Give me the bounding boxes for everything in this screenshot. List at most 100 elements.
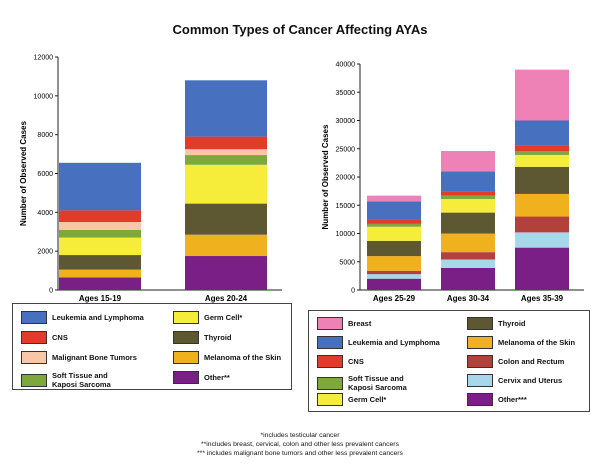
bar-segment-melanoma-of-the-skin-ages-25-29 [367, 256, 421, 271]
legend-label: Thyroid [498, 319, 526, 328]
bar-segment-germ-cell-ages-15-19 [59, 237, 141, 256]
legend-label: Colon and Rectum [498, 357, 565, 366]
legend-swatch [173, 351, 199, 364]
bar-segment-soft-tissue-and-kaposi-sarcoma-ages-30-34 [441, 195, 495, 200]
bar-segment-breast-ages-35-39 [515, 69, 569, 121]
y-tick-label: 8000 [37, 132, 53, 139]
y-tick-label: 30000 [336, 118, 356, 125]
y-axis-label: Number of Observed Cases [321, 124, 330, 229]
bar-segment-colon-and-rectum-ages-25-29 [367, 270, 421, 275]
legend-swatch [317, 355, 343, 368]
y-tick-label: 4000 [37, 210, 53, 217]
y-tick-label: 10000 [336, 231, 356, 238]
legend-item-germ-cell: Germ Cell* [173, 311, 242, 324]
bar-segment-cns-ages-15-19 [59, 210, 141, 223]
legend-item-leukemia-and-lymphoma: Leukemia and Lymphoma [317, 336, 440, 349]
bar-segment-cns-ages-30-34 [441, 191, 495, 196]
legend-label: Breast [348, 319, 372, 328]
legend-label: Leukemia and Lymphoma [52, 313, 144, 322]
bar-segment-melanoma-of-the-skin-ages-35-39 [515, 193, 569, 217]
legend-ages-15-24: Leukemia and Lymphoma Germ Cell* CNS Thyroi… [12, 303, 292, 390]
bar-segment-thyroid-ages-25-29 [367, 240, 421, 257]
legend-swatch [21, 311, 47, 324]
bar-segment-melanoma-of-the-skin-ages-30-34 [441, 233, 495, 253]
legend-item-melanoma-of-the-skin: Melanoma of the Skin [467, 336, 575, 349]
legend-label: Melanoma of the Skin [498, 338, 576, 347]
legend-label: Cervix and Uterus [498, 376, 563, 385]
legend-ages-25-39: Breast Thyroid Leukemia and Lymphoma Melano… [308, 310, 590, 412]
bar-segment-breast-ages-30-34 [441, 151, 495, 172]
x-tick-label-ages-25-29: Ages 25-29 [373, 294, 416, 303]
legend-label: Germ Cell* [348, 395, 387, 404]
legend-label: Melanoma of the Skin [204, 353, 282, 362]
bar-segment-thyroid-ages-30-34 [441, 212, 495, 234]
y-tick-label: 6000 [37, 171, 53, 178]
bar-segment-cervix-and-uterus-ages-25-29 [367, 274, 421, 279]
footnote-2: **includes breast, cervical, colon and o… [201, 441, 399, 448]
bar-segment-thyroid-ages-15-19 [59, 255, 141, 270]
legend-item-thyroid: Thyroid [467, 317, 526, 330]
bar-segment-germ-cell-ages-30-34 [441, 199, 495, 213]
legend-item-soft-tissue-and-kaposi-sarcoma: Soft Tissue and Kaposi Sarcoma [21, 371, 111, 389]
bar-segment-soft-tissue-and-kaposi-sarcoma-ages-20-24 [185, 155, 267, 165]
legend-swatch [467, 355, 493, 368]
legend-item-other: Other*** [467, 393, 527, 406]
y-tick-label: 0 [351, 288, 355, 295]
bar-segment-leukemia-and-lymphoma-ages-20-24 [185, 80, 267, 137]
legend-label: Other** [204, 373, 230, 382]
legend-label: Germ Cell* [204, 313, 243, 322]
legend-item-other: Other** [173, 371, 230, 384]
bar-segment-malignant-bone-tumors-ages-20-24 [185, 149, 267, 156]
legend-label: CNS [52, 333, 68, 342]
x-tick-label-ages-30-34: Ages 30-34 [447, 294, 490, 303]
bar-segment-other-ages-20-24 [185, 256, 267, 290]
bar-segment-leukemia-and-lymphoma-ages-35-39 [515, 120, 569, 146]
legend-item-cns: CNS [21, 331, 68, 344]
legend-swatch [467, 317, 493, 330]
bar-segment-leukemia-and-lymphoma-ages-25-29 [367, 201, 421, 220]
legend-swatch [173, 371, 199, 384]
legend-swatch [317, 336, 343, 349]
legend-label: Other*** [498, 395, 527, 404]
bar-segment-soft-tissue-and-kaposi-sarcoma-ages-25-29 [367, 223, 421, 227]
legend-label: Soft Tissue and Kaposi Sarcoma [348, 374, 407, 392]
legend-label: Soft Tissue and Kaposi Sarcoma [52, 371, 111, 389]
legend-item-germ-cell: Germ Cell* [317, 393, 386, 406]
legend-item-leukemia-and-lymphoma: Leukemia and Lymphoma [21, 311, 144, 324]
y-tick-label: 15000 [336, 203, 356, 210]
legend-swatch [21, 373, 47, 387]
bar-segment-soft-tissue-and-kaposi-sarcoma-ages-15-19 [59, 229, 141, 238]
bar-segment-germ-cell-ages-25-29 [367, 226, 421, 241]
y-tick-label: 12000 [34, 55, 54, 62]
legend-label: Malignant Bone Tumors [52, 353, 137, 362]
legend-swatch [467, 393, 493, 406]
bar-segment-leukemia-and-lymphoma-ages-30-34 [441, 171, 495, 192]
y-tick-label: 5000 [339, 259, 355, 266]
legend-swatch [317, 317, 343, 330]
y-tick-label: 0 [49, 288, 53, 295]
y-tick-label: 2000 [37, 249, 53, 256]
bar-segment-cns-ages-35-39 [515, 145, 569, 152]
bar-segment-melanoma-of-the-skin-ages-15-19 [59, 269, 141, 278]
bar-segment-germ-cell-ages-20-24 [185, 164, 267, 204]
y-tick-label: 35000 [336, 90, 356, 97]
legend-swatch [173, 331, 199, 344]
bar-segment-other-ages-25-29 [367, 278, 421, 290]
footnote-3: *** includes malignant bone tumors and o… [197, 450, 403, 457]
bar-segment-thyroid-ages-35-39 [515, 166, 569, 194]
legend-label: Thyroid [204, 333, 232, 342]
x-tick-label-ages-20-24: Ages 20-24 [205, 294, 248, 303]
legend-label: Leukemia and Lymphoma [348, 338, 440, 347]
legend-swatch [21, 331, 47, 344]
bar-segment-colon-and-rectum-ages-30-34 [441, 252, 495, 260]
legend-label: CNS [348, 357, 364, 366]
bar-segment-germ-cell-ages-35-39 [515, 154, 569, 167]
y-axis-label: Number of Observed Cases [19, 120, 28, 225]
bar-segment-malignant-bone-tumors-ages-15-19 [59, 222, 141, 230]
y-tick-label: 20000 [336, 175, 356, 182]
legend-item-malignant-bone-tumors: Malignant Bone Tumors [21, 351, 137, 364]
bar-segment-cns-ages-20-24 [185, 136, 267, 150]
y-tick-label: 25000 [336, 146, 356, 153]
y-tick-label: 40000 [336, 62, 356, 69]
